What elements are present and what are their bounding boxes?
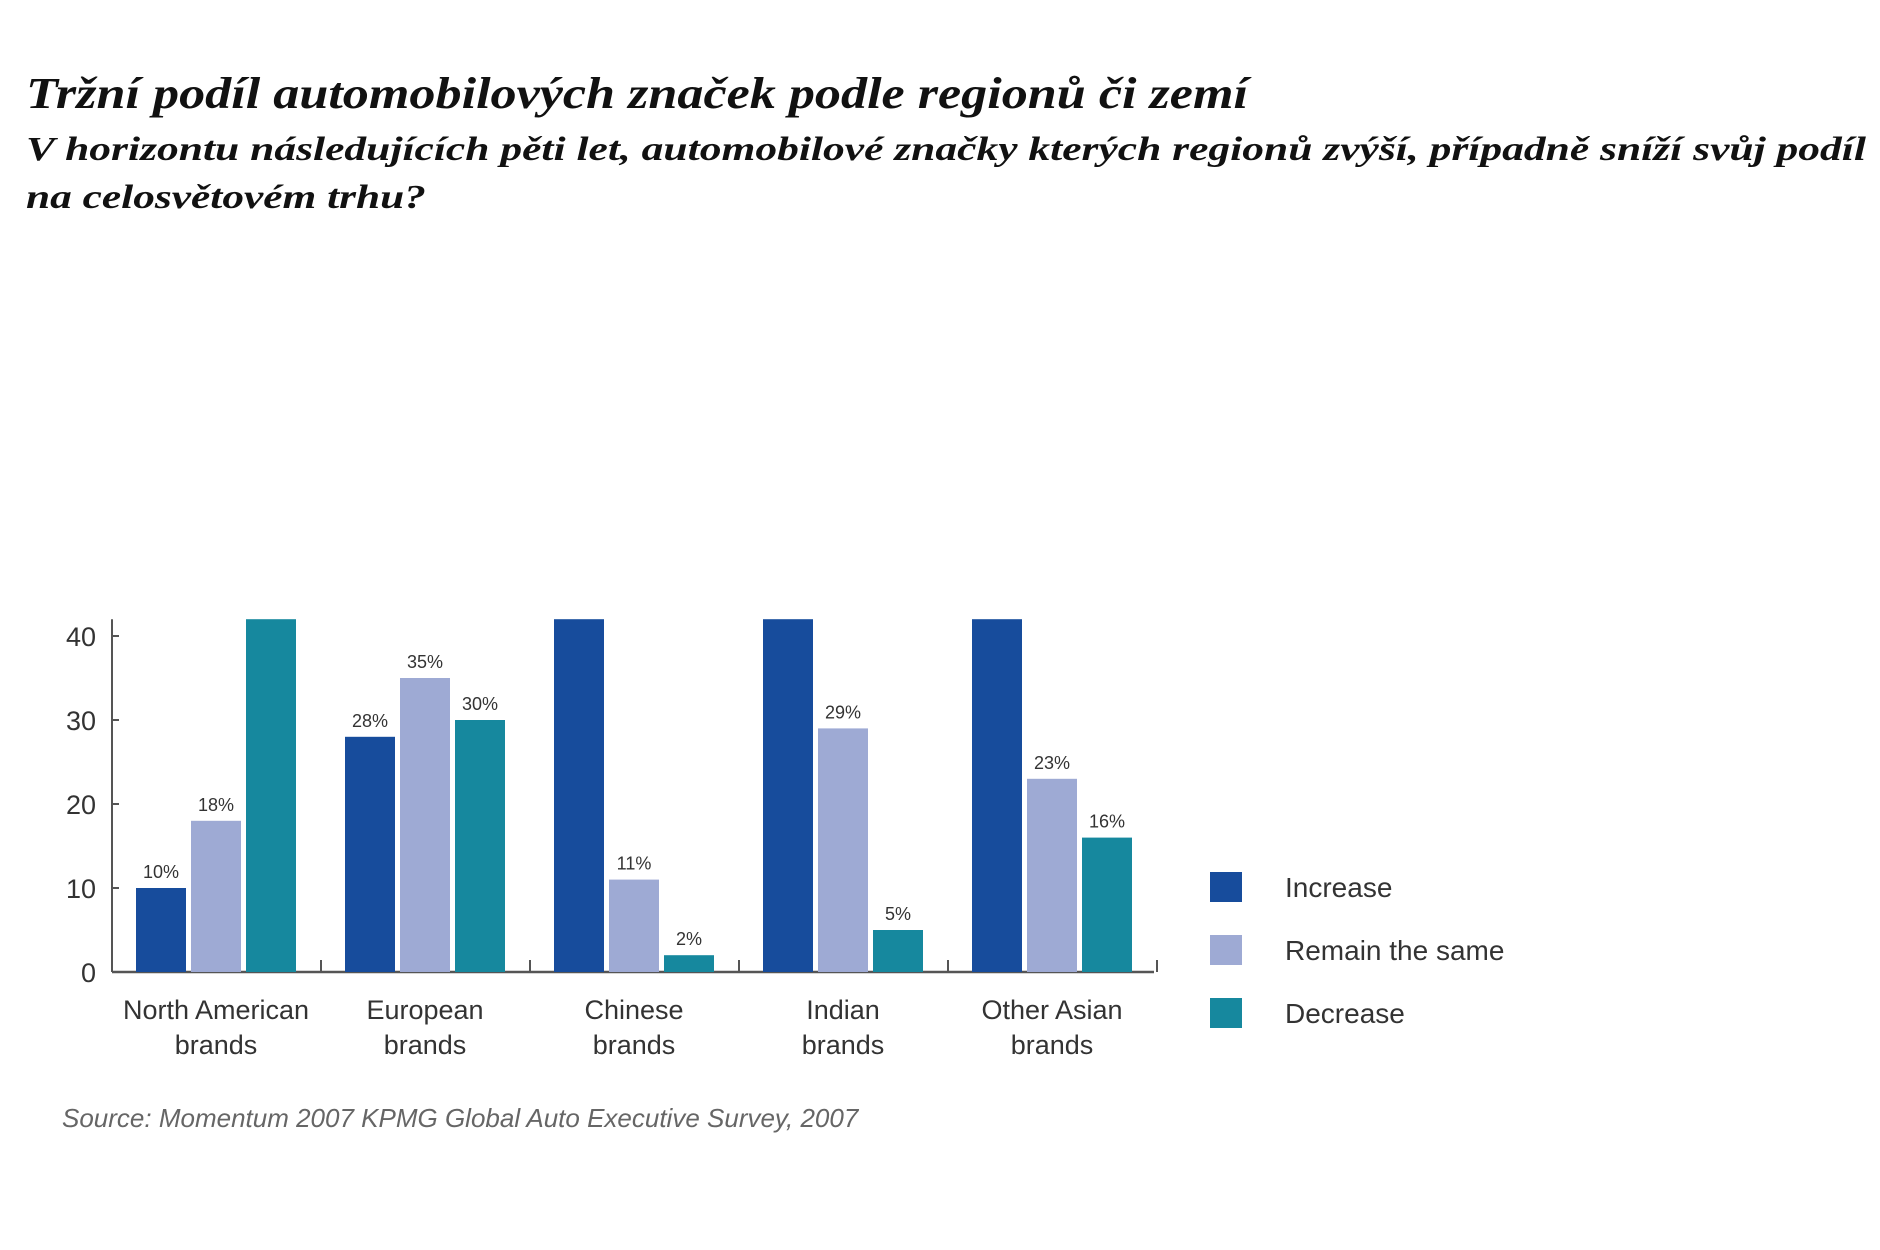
legend-swatch <box>1210 935 1242 965</box>
data-label: 35% <box>407 652 443 672</box>
data-label: 10% <box>143 862 179 882</box>
data-label: 2% <box>676 929 702 949</box>
plot-area: 0 10 20 30 40 10% 18% North American brands 28% 35… <box>66 619 1158 1060</box>
bar-remain-the-same <box>609 879 659 972</box>
source-note: Source: Momentum 2007 KPMG Global Auto E… <box>62 1103 860 1133</box>
category-label: brands <box>384 1030 467 1060</box>
bar-decrease <box>664 955 714 972</box>
category-label: brands <box>802 1030 885 1060</box>
data-label: 5% <box>885 904 911 924</box>
data-label: 30% <box>462 694 498 714</box>
bar-increase <box>345 736 395 972</box>
y-tick-label: 10 <box>66 874 96 904</box>
category-label: Other Asian <box>981 995 1122 1025</box>
bar-decrease <box>873 930 923 972</box>
category-label: brands <box>175 1030 258 1060</box>
chart-subtitle-line2: na celosvětovém trhu? <box>26 179 426 216</box>
chart-title: Tržní podíl automobilových značek podle … <box>26 69 1252 118</box>
legend-swatch <box>1210 872 1242 902</box>
legend-label: Decrease <box>1285 998 1405 1029</box>
y-tick-label: 0 <box>81 958 96 988</box>
data-label: 23% <box>1034 753 1070 773</box>
y-tick-label: 20 <box>66 790 96 820</box>
category-label: brands <box>593 1030 676 1060</box>
chart-subtitle-line1: V horizontu následujících pěti let, auto… <box>26 131 1867 168</box>
bar-remain-the-same <box>1027 778 1077 972</box>
bar-increase <box>554 619 604 972</box>
category-label: Indian <box>806 995 880 1025</box>
y-tick-label: 40 <box>66 622 96 652</box>
y-tick-label: 30 <box>66 706 96 736</box>
bar-remain-the-same <box>818 728 868 972</box>
bar-remain-the-same <box>191 820 241 972</box>
data-label: 11% <box>617 854 652 874</box>
bar-increase <box>763 619 813 972</box>
bar-decrease <box>246 619 296 972</box>
category-label: North American <box>123 995 309 1025</box>
bar-decrease <box>1082 837 1132 972</box>
data-label: 28% <box>352 711 388 731</box>
category-label: European <box>366 995 483 1025</box>
category-label: Chinese <box>584 995 683 1025</box>
data-label: 18% <box>198 795 234 815</box>
bar-increase <box>972 619 1022 972</box>
bar-decrease <box>455 720 505 972</box>
data-label: 29% <box>825 702 861 722</box>
legend: Increase Remain the same Decrease <box>1210 872 1504 1029</box>
legend-swatch <box>1210 998 1242 1028</box>
bar-remain-the-same <box>400 678 450 972</box>
legend-label: Remain the same <box>1285 935 1504 966</box>
legend-label: Increase <box>1285 872 1392 903</box>
data-label: 16% <box>1089 812 1125 832</box>
category-label: brands <box>1011 1030 1094 1060</box>
bar-increase <box>136 888 186 972</box>
